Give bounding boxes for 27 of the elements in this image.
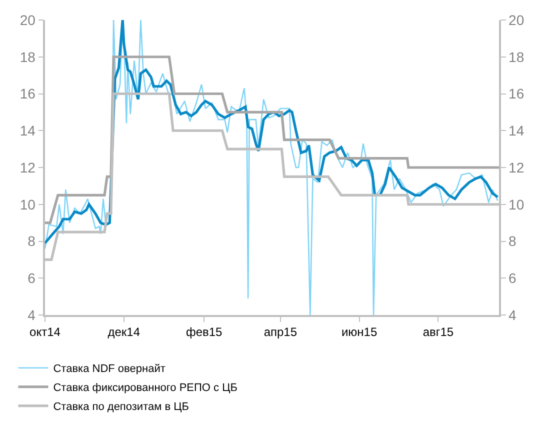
x-tick-label: апр15 <box>264 325 298 340</box>
y-tick-label: 16 <box>20 86 36 102</box>
y-tick-label: 10 <box>20 196 36 212</box>
y2-tick-label: 4 <box>508 306 517 323</box>
y-tick-label: 6 <box>28 270 36 286</box>
y2-tick-label: 6 <box>508 270 517 286</box>
y2-tick-label: 18 <box>508 48 524 65</box>
y2-tick-label: 20 <box>508 12 524 28</box>
y-tick-label: 20 <box>20 12 36 28</box>
x-tick-label: фев15 <box>186 325 223 340</box>
y-tick-label: 14 <box>20 122 36 139</box>
y2-tick-label: 14 <box>508 122 524 139</box>
y2-tick-label: 10 <box>508 196 524 212</box>
x-tick-label: окт14 <box>30 325 61 340</box>
x-tick-label: авг15 <box>422 325 454 340</box>
y2-tick-label: 16 <box>508 86 524 102</box>
x-tick-label: дек14 <box>108 325 140 340</box>
legend-label: Ставка NDF овернайт <box>53 363 166 376</box>
x-tick-label: июн15 <box>341 325 378 340</box>
legend-label: Ставка фиксированного РЕПО с ЦБ <box>53 382 238 394</box>
y-tick-label: 8 <box>28 233 36 250</box>
y-tick-label: 4 <box>28 306 36 323</box>
y-tick-label: 18 <box>20 48 36 65</box>
y-tick-label: 12 <box>20 159 36 176</box>
y2-tick-label: 12 <box>508 159 524 176</box>
y2-tick-label: 8 <box>508 233 517 250</box>
legend-label: Ставка по депозитам в ЦБ <box>53 401 189 414</box>
